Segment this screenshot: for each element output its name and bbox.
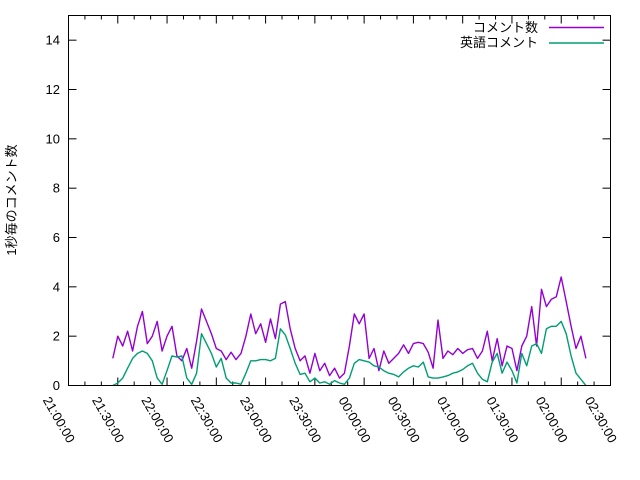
series-lines [112,276,587,387]
y-tick-label: 12 [46,82,60,97]
x-tick-label: 21:30:00 [89,394,127,445]
x-tick-label: 02:30:00 [582,394,620,445]
x-tick-label: 01:30:00 [483,394,521,445]
y-tick-label: 14 [46,33,60,48]
x-tick-label: 02:00:00 [533,394,571,445]
x-tick-label: 23:30:00 [286,394,324,445]
y-tick-label: 4 [53,279,60,294]
legend-label-comments: コメント数 [473,20,538,35]
axis-ticks [68,15,611,386]
legend: コメント数 英語コメント [460,20,604,50]
plot-border [68,15,611,386]
x-tick-label: 21:00:00 [40,394,78,445]
x-tick-label: 22:30:00 [188,394,226,445]
x-tick-label: 23:00:00 [237,394,275,445]
legend-label-english-comments: 英語コメント [460,35,538,50]
y-tick-label: 6 [53,230,60,245]
x-tick-label: 01:00:00 [434,394,472,445]
y-tick-labels: 0 2 4 6 8 10 12 14 [46,33,60,393]
y-tick-label: 0 [53,378,60,393]
y-tick-label: 8 [53,181,60,196]
x-tick-label: 00:30:00 [385,394,423,445]
series-line-english-comments [112,320,587,387]
y-axis-title: 1秒毎のコメント数 [4,144,19,255]
x-tick-label: 00:00:00 [336,394,374,445]
y-tick-label: 10 [46,131,60,146]
series-line-comments [112,276,587,379]
y-tick-label: 2 [53,329,60,344]
x-tick-label: 22:00:00 [138,394,176,445]
x-tick-labels: 21:00:00 21:30:00 22:00:00 22:30:00 23:00:00… [40,394,620,445]
